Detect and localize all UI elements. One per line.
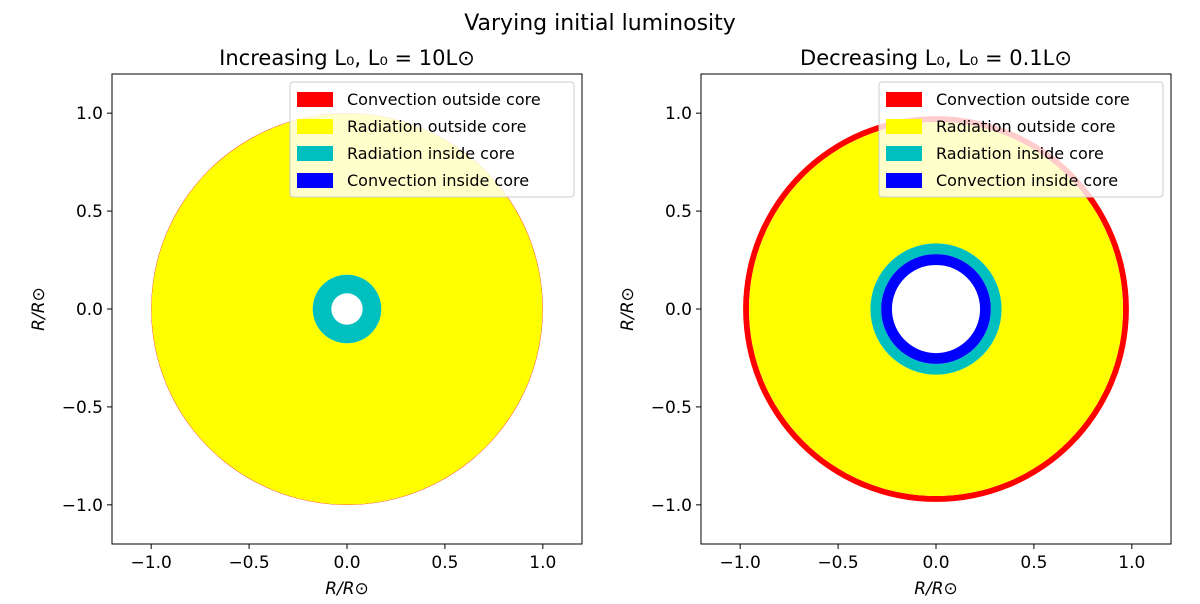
right-shell-radiation-outside-core — [748, 121, 1124, 497]
left-shell-radiation-outside-core — [151, 113, 543, 505]
left-x-tick-label: −0.5 — [228, 553, 269, 573]
left-legend-swatch-convection-outside-core — [297, 92, 333, 107]
left-y-axis-label: R/R⊙ — [29, 287, 49, 331]
right-y-tick-label: 1.0 — [665, 104, 692, 124]
left-legend-frame — [289, 81, 575, 198]
right-y-tick-label: −0.5 — [651, 398, 692, 418]
right-legend-label-convection-outside-core: Convection outside core — [936, 90, 1130, 109]
left-y-tick-label: −0.5 — [62, 398, 103, 418]
left-legend-label-convection-inside-core: Convection inside core — [347, 171, 529, 190]
left-y-tick-label: 0.0 — [76, 300, 103, 320]
left-x-axis-label: R/R⊙ — [325, 579, 369, 599]
left-panel: −1.0 −0.5 0.0 0.5 1.0 −1.0 −0.5 0.0 0.5 1.0 Increa… — [29, 46, 583, 599]
right-legend-label-radiation-outside-core: Radiation outside core — [936, 117, 1115, 136]
left-shell-radiation-inside-core — [312, 274, 382, 344]
right-legend-label-convection-inside-core: Convection inside core — [936, 171, 1118, 190]
right-legend: Convection outside core Radiation outside… — [878, 81, 1164, 198]
right-panel-title: Decreasing L₀, L₀ = 0.1L⊙ — [800, 46, 1072, 70]
right-y-tick-label: −1.0 — [651, 496, 692, 516]
right-x-axis-label: R/R⊙ — [914, 579, 958, 599]
right-legend-swatch-convection-outside-core — [886, 92, 922, 107]
right-panel: −1.0 −0.5 0.0 0.5 1.0 −1.0 −0.5 0.0 0.5 1.0 Decrea… — [618, 46, 1172, 599]
left-x-tick-label: 0.0 — [333, 553, 360, 573]
left-x-tick-label: −1.0 — [131, 553, 172, 573]
left-y-tick-label: 1.0 — [76, 104, 103, 124]
right-x-tick-label: 1.0 — [1118, 553, 1145, 573]
right-legend-frame — [878, 81, 1164, 198]
left-x-tick-label: 0.5 — [431, 553, 458, 573]
right-legend-label-radiation-inside-core: Radiation inside core — [936, 144, 1104, 163]
left-y-tick-label: 0.5 — [76, 202, 103, 222]
left-legend-swatch-radiation-outside-core — [297, 119, 333, 134]
right-legend-swatch-radiation-outside-core — [886, 119, 922, 134]
left-y-tick-label: −1.0 — [62, 496, 103, 516]
left-legend: Convection outside core Radiation outside… — [289, 81, 575, 198]
left-x-tick-label: 1.0 — [529, 553, 556, 573]
right-legend-swatch-radiation-inside-core — [886, 146, 922, 161]
right-x-tick-label: −0.5 — [817, 553, 858, 573]
right-y-tick-label: 0.5 — [665, 202, 692, 222]
right-x-tick-label: 0.0 — [922, 553, 949, 573]
left-legend-label-radiation-outside-core: Radiation outside core — [347, 117, 526, 136]
figure-title: Varying initial luminosity — [464, 11, 736, 36]
right-x-tick-label: −1.0 — [720, 553, 761, 573]
left-legend-label-convection-outside-core: Convection outside core — [347, 90, 541, 109]
right-y-tick-label: 0.0 — [665, 300, 692, 320]
left-legend-swatch-convection-inside-core — [297, 173, 333, 188]
right-legend-swatch-convection-inside-core — [886, 173, 922, 188]
right-y-axis-label: R/R⊙ — [618, 287, 638, 331]
left-legend-label-radiation-inside-core: Radiation inside core — [347, 144, 515, 163]
right-x-tick-label: 0.5 — [1020, 553, 1047, 573]
left-panel-title: Increasing L₀, L₀ = 10L⊙ — [219, 46, 475, 70]
right-shell-convection-inside-core — [881, 254, 991, 364]
left-legend-swatch-radiation-inside-core — [297, 146, 333, 161]
